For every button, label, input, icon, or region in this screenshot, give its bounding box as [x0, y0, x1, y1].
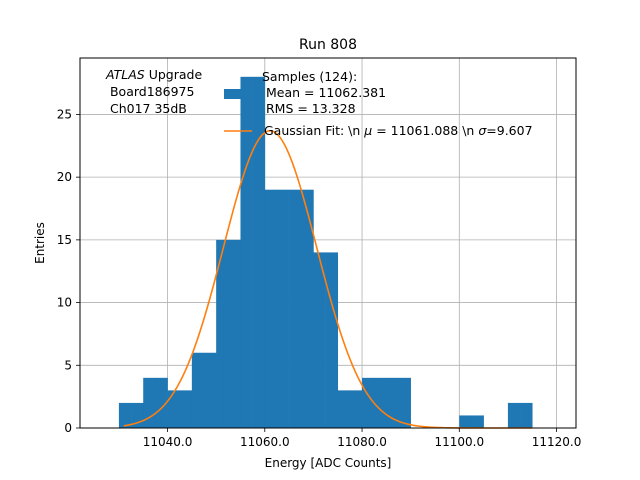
histogram-bar [228, 239, 241, 428]
atlas-label: ATLAS [105, 67, 145, 82]
histogram-bar [386, 377, 399, 428]
histogram-bar [362, 377, 375, 428]
x-tick-label: 11060.0 [240, 435, 290, 449]
histogram-bar [301, 189, 314, 428]
y-tick-label: 15 [57, 233, 72, 247]
histogram-bar [349, 390, 363, 428]
legend-fit-label: Gaussian Fit: \n μ = 11061.088 \n σ=9.60… [264, 123, 533, 138]
histogram-bar [313, 252, 326, 428]
chart-title: Run 808 [299, 37, 357, 53]
upgrade-label: Upgrade [145, 67, 203, 82]
plot-frame [79, 57, 577, 429]
histogram-bar [216, 239, 229, 428]
legend-samples-patch [224, 89, 252, 99]
histogram-bar [471, 415, 484, 428]
atlas-annotation: ATLAS Upgrade Board186975 Ch017 35dB [105, 67, 202, 116]
x-tick-label: 11100.0 [434, 435, 484, 449]
histogram-bar [337, 390, 351, 428]
histogram-bar [374, 377, 387, 428]
x-tick-label: 11120.0 [532, 435, 582, 449]
legend-samples-mean: Mean = 11062.381 [262, 85, 386, 100]
histogram-bar [459, 415, 472, 428]
histogram-bar [191, 352, 205, 428]
histogram-bar [252, 76, 266, 428]
histogram-bar [398, 377, 411, 428]
histogram-bars [118, 76, 533, 428]
board-label: Board186975 [106, 84, 194, 99]
svg-text:ATLAS Upgrade: ATLAS Upgrade [105, 67, 202, 82]
channel-label: Ch017 35dB [106, 101, 187, 116]
histogram-bar [520, 402, 533, 428]
histogram-bar [264, 189, 278, 428]
y-tick-label: 20 [57, 170, 72, 184]
legend-samples-title: Samples (124): [262, 69, 357, 84]
histogram-bar [155, 377, 168, 428]
legend: Samples (124): Mean = 11062.381 RMS = 13… [224, 69, 533, 138]
histogram-bar [289, 189, 302, 428]
histogram-bar [325, 252, 339, 428]
histogram-bar [240, 76, 253, 428]
y-tick-label: 10 [57, 296, 72, 310]
histogram-bar [118, 402, 132, 428]
y-tick-label: 25 [57, 107, 72, 121]
y-tick-label: 0 [64, 421, 72, 435]
histogram-bar [179, 390, 193, 428]
histogram-bar [276, 189, 290, 428]
legend-samples-rms: RMS = 13.328 [262, 101, 356, 116]
y-tick-label: 5 [64, 358, 72, 372]
y-axis-label: Entries [33, 222, 47, 264]
histogram-bar [167, 390, 180, 428]
x-tick-label: 11080.0 [337, 435, 387, 449]
x-axis-ticks: 11040.0 11060.0 11080.0 11100.0 11120.0 [143, 428, 582, 449]
x-axis-label: Energy [ADC Counts] [265, 456, 392, 470]
histogram-bar [507, 402, 521, 428]
x-tick-label: 11040.0 [143, 435, 193, 449]
histogram-bar [204, 352, 217, 428]
y-axis-ticks: 0 5 10 15 20 25 [57, 107, 80, 435]
